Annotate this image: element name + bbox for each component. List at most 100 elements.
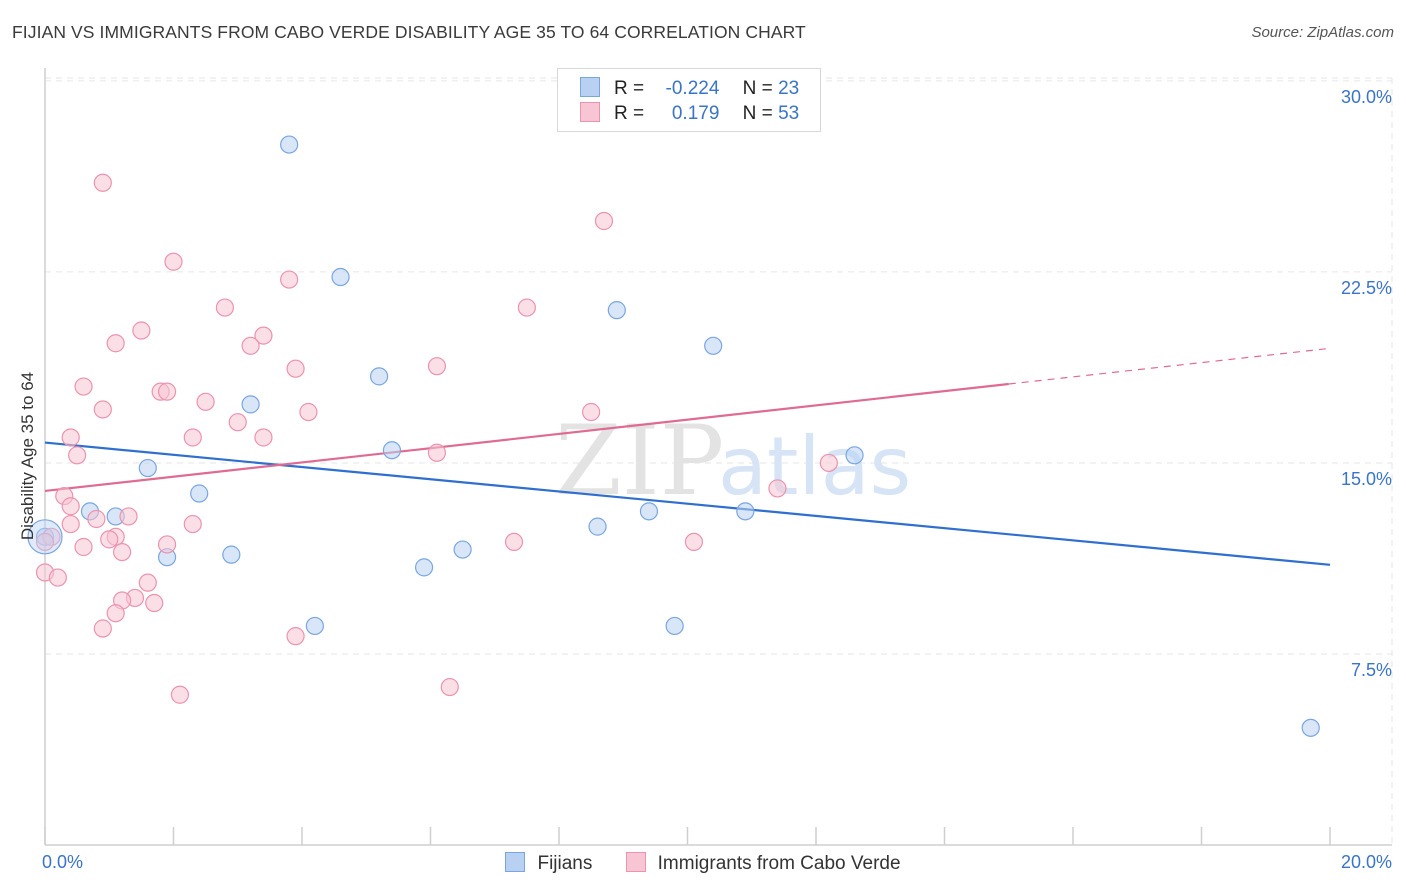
point-cabo (87, 509, 106, 529)
point-cabo (93, 173, 112, 192)
point-cabo (164, 252, 183, 271)
point-cabo (196, 392, 215, 411)
point-cabo (138, 573, 157, 592)
point-fijians (607, 301, 626, 320)
series-swatch-fijians (505, 852, 526, 872)
legend-r-label: R = (614, 78, 645, 99)
point-cabo (440, 677, 459, 697)
point-cabo (106, 334, 125, 353)
point-cabo (582, 402, 601, 422)
point-cabo (93, 619, 112, 638)
point-cabo (427, 357, 447, 376)
point-cabo (100, 530, 119, 549)
legend-r-value-fijians: -0.224 (665, 78, 720, 99)
point-cabo (286, 627, 305, 646)
point-cabo (254, 326, 273, 345)
point-cabo (68, 446, 87, 465)
point-cabo (254, 428, 273, 447)
point-fijians (382, 441, 402, 460)
trend-lines (44, 347, 1331, 566)
legend-row-cabo: R = 0.179 N = 53 (580, 102, 799, 128)
legend-r-value-cabo: 0.179 (671, 103, 720, 124)
point-cabo (768, 479, 787, 498)
y-tick-label: 7.5% (1350, 660, 1392, 680)
point-cabo (93, 400, 112, 419)
point-fijians (845, 446, 864, 465)
series-legend: Fijians Immigrants from Cabo Verde (0, 852, 1406, 875)
y-tick-label: 15.0% (1340, 469, 1392, 489)
point-cabo (106, 604, 125, 623)
point-fijians (414, 558, 434, 577)
trend-line-fijians (44, 441, 1331, 566)
series-legend-fijians: Fijians (505, 852, 592, 875)
correlation-legend: R = -0.224 N = 23 R = 0.179 N = 53 (557, 68, 821, 132)
series-label-fijians: Fijians (537, 853, 593, 874)
point-cabo (112, 542, 132, 562)
point-cabo (183, 514, 202, 534)
series-label-cabo: Immigrants from Cabo Verde (657, 853, 901, 874)
legend-swatch-cabo (580, 102, 600, 122)
point-cabo (132, 321, 151, 340)
point-fijians (138, 458, 157, 478)
legend-n-value-cabo: 53 (778, 103, 800, 124)
point-cabo (594, 211, 614, 231)
point-fijians (639, 502, 659, 521)
point-fijians (736, 502, 755, 521)
data-points (27, 135, 1320, 737)
point-fijians (190, 484, 209, 503)
y-axis-label: Disability Age 35 to 64 (18, 371, 37, 541)
point-fijians-large (27, 519, 63, 555)
point-cabo (170, 685, 190, 704)
point-cabo (157, 382, 177, 401)
point-cabo (183, 428, 202, 447)
point-cabo (61, 428, 80, 447)
x-tick-label-min: 0.0% (42, 852, 84, 872)
x-tick-label-max: 20.0% (1340, 852, 1392, 872)
axes (44, 68, 1392, 846)
point-fijians (1301, 718, 1320, 737)
y-tick-label: 22.5% (1340, 278, 1392, 298)
point-cabo (517, 298, 536, 317)
point-fijians (241, 395, 260, 414)
legend-r-label: R = (614, 103, 645, 124)
point-cabo (74, 537, 93, 557)
point-cabo (280, 270, 299, 289)
point-cabo (504, 532, 524, 552)
point-fijians (222, 545, 241, 564)
series-swatch-cabo (625, 852, 646, 872)
point-cabo (145, 593, 164, 613)
point-cabo (119, 507, 138, 526)
point-cabo (286, 359, 305, 378)
legend-swatch-fijians (580, 77, 600, 97)
point-cabo (61, 514, 80, 534)
point-cabo (819, 453, 838, 473)
point-cabo (299, 402, 318, 422)
point-fijians (588, 517, 607, 536)
watermark-atlas: atlas (718, 420, 911, 513)
trend-extension-cabo (1008, 347, 1331, 385)
point-fijians (453, 540, 472, 559)
point-fijians (370, 367, 389, 386)
chart-title: FIJIAN VS IMMIGRANTS FROM CABO VERDE DIS… (12, 22, 806, 42)
point-cabo (228, 413, 247, 432)
point-cabo (427, 443, 447, 462)
point-cabo (48, 568, 67, 587)
point-cabo (157, 535, 177, 554)
legend-n-label: N = (742, 78, 773, 99)
point-fijians (665, 616, 684, 636)
source-label: Source: ZipAtlas.com (1251, 24, 1394, 41)
point-cabo (74, 377, 93, 396)
point-fijians (280, 135, 299, 154)
point-fijians (704, 336, 723, 355)
point-cabo (35, 532, 55, 552)
point-fijians (305, 616, 324, 636)
point-cabo (215, 298, 234, 317)
legend-n-label: N = (742, 103, 773, 124)
point-fijians (331, 267, 350, 287)
trend-line-cabo (44, 382, 1009, 493)
series-legend-cabo: Immigrants from Cabo Verde (625, 852, 901, 875)
point-cabo (61, 497, 80, 516)
legend-row-fijians: R = -0.224 N = 23 (580, 77, 799, 103)
y-tick-label: 30.0% (1340, 87, 1392, 107)
point-cabo (241, 336, 260, 355)
